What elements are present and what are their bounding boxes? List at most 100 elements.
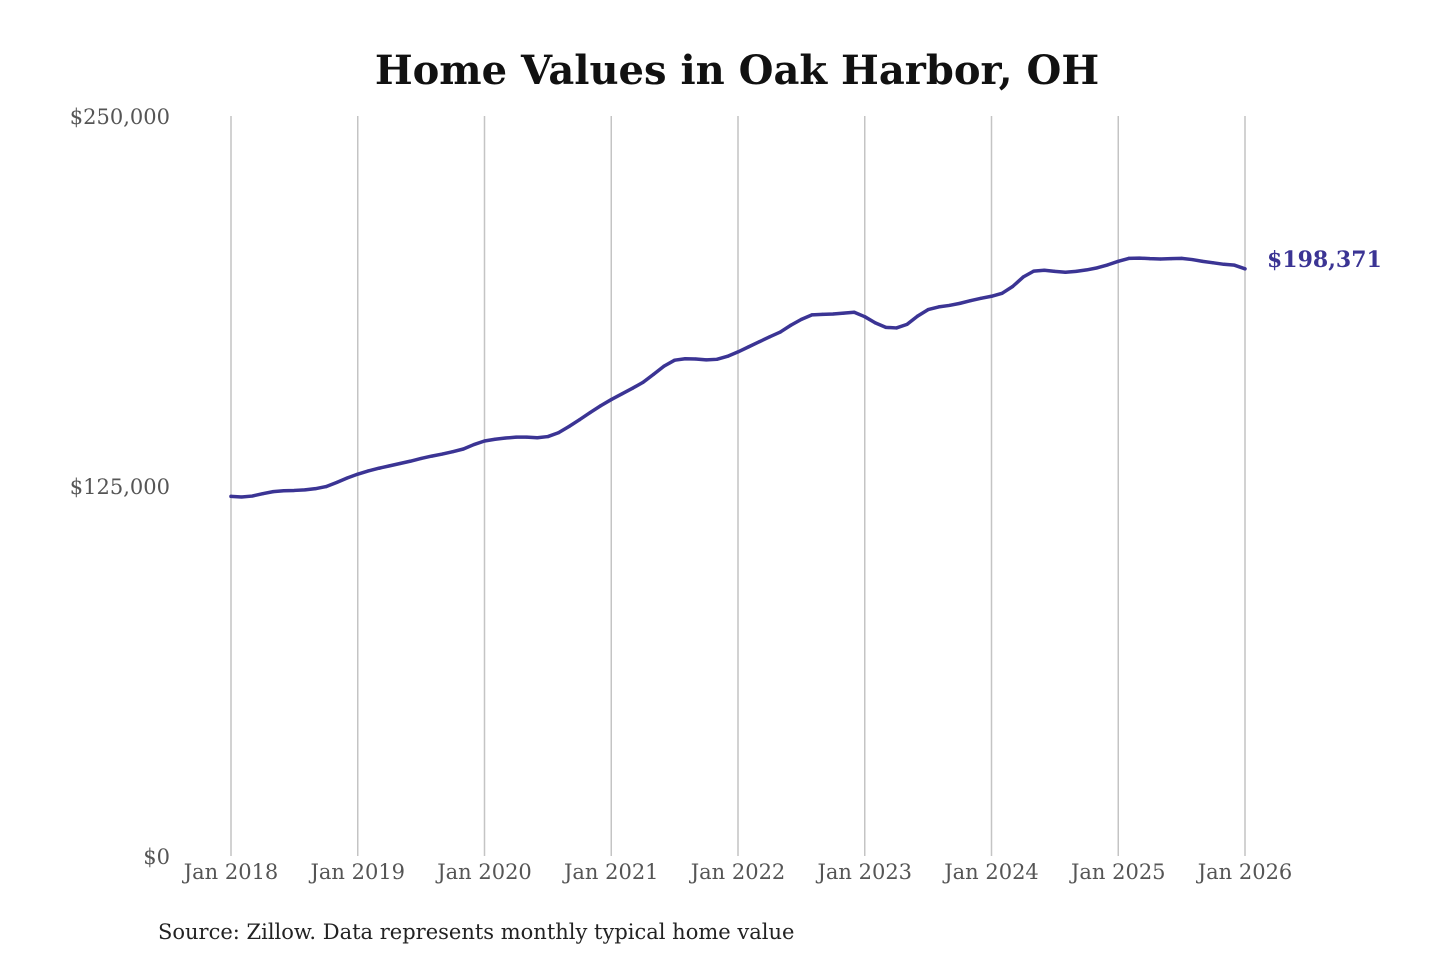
data-point bbox=[884, 325, 888, 329]
data-point bbox=[1063, 270, 1068, 274]
data-point bbox=[704, 358, 708, 362]
data-point bbox=[229, 494, 233, 498]
data-point bbox=[768, 335, 772, 339]
data-point bbox=[673, 358, 677, 362]
data-point bbox=[398, 461, 402, 466]
data-point bbox=[1158, 257, 1163, 261]
x-tick-label: Jan 2024 bbox=[942, 860, 1039, 884]
x-axis: Jan 2018 Jan 2019 Jan 2020 Jan 2021 Jan 2022… bbox=[182, 860, 1293, 884]
data-point bbox=[958, 301, 962, 305]
x-tick-label: Jan 2026 bbox=[1196, 860, 1293, 884]
data-point bbox=[1211, 261, 1215, 265]
x-tick-label: Jan 2025 bbox=[1069, 860, 1166, 884]
x-tick-label: Jan 2018 bbox=[182, 860, 279, 884]
data-point bbox=[1169, 257, 1173, 261]
x-tick-label: Jan 2021 bbox=[562, 860, 659, 884]
data-point bbox=[525, 435, 529, 439]
data-point bbox=[239, 495, 244, 499]
data-point bbox=[799, 317, 803, 321]
data-point bbox=[1190, 257, 1194, 262]
data-point bbox=[387, 464, 392, 468]
data-point bbox=[651, 372, 656, 377]
end-value-label: $198,371 bbox=[1267, 247, 1382, 273]
data-point bbox=[683, 357, 687, 361]
data-point bbox=[873, 321, 877, 325]
data-point bbox=[1127, 256, 1131, 260]
x-tick-label: Jan 2022 bbox=[689, 860, 786, 884]
chart-title: Home Values in Oak Harbor, OH bbox=[375, 47, 1099, 94]
data-point bbox=[250, 494, 254, 498]
data-point bbox=[514, 435, 518, 439]
data-point bbox=[261, 492, 265, 496]
data-point bbox=[282, 489, 286, 493]
data-point bbox=[546, 434, 550, 439]
data-point bbox=[366, 469, 370, 473]
data-point bbox=[831, 312, 835, 316]
data-point bbox=[757, 340, 761, 344]
data-point bbox=[968, 299, 972, 303]
data-point bbox=[556, 431, 561, 435]
data-point bbox=[662, 364, 666, 368]
data-point bbox=[419, 456, 423, 461]
data-point bbox=[894, 326, 899, 330]
data-point bbox=[1032, 269, 1036, 273]
data-point bbox=[482, 439, 487, 443]
data-point bbox=[588, 410, 592, 415]
data-point bbox=[1042, 268, 1046, 272]
data-point bbox=[905, 322, 909, 326]
data-point bbox=[493, 437, 497, 441]
data-point bbox=[852, 310, 856, 314]
data-point bbox=[292, 488, 296, 493]
data-point bbox=[979, 296, 983, 300]
data-point bbox=[820, 312, 825, 316]
y-tick-label: $0 bbox=[143, 845, 170, 869]
source-note: Source: Zillow. Data represents monthly … bbox=[158, 920, 794, 944]
data-point bbox=[989, 294, 994, 298]
data-point bbox=[715, 357, 719, 361]
y-tick-label: $125,000 bbox=[70, 475, 170, 499]
data-point bbox=[535, 436, 539, 440]
data-point bbox=[1180, 256, 1184, 260]
data-point bbox=[1106, 263, 1110, 267]
data-point bbox=[313, 487, 318, 491]
data-point bbox=[567, 424, 571, 429]
data-point bbox=[1053, 269, 1057, 273]
data-point bbox=[1021, 275, 1025, 279]
data-point bbox=[937, 305, 941, 309]
data-point bbox=[335, 480, 339, 485]
data-point bbox=[842, 311, 846, 315]
data-point bbox=[1084, 268, 1089, 272]
data-point bbox=[630, 386, 634, 390]
data-point bbox=[430, 454, 434, 458]
data-point bbox=[408, 459, 413, 463]
x-tick-label: Jan 2020 bbox=[435, 860, 532, 884]
data-point bbox=[1137, 256, 1141, 260]
data-point bbox=[810, 313, 814, 317]
data-point bbox=[694, 357, 698, 361]
data-point bbox=[324, 484, 328, 489]
x-tick-label: Jan 2019 bbox=[308, 860, 405, 884]
series-layer bbox=[229, 256, 1247, 499]
data-point bbox=[356, 472, 360, 476]
data-point bbox=[641, 380, 645, 384]
data-point bbox=[1201, 259, 1205, 263]
x-tick-label: Jan 2023 bbox=[815, 860, 912, 884]
gridlines bbox=[230, 116, 1246, 856]
data-point bbox=[451, 450, 455, 454]
data-point bbox=[863, 315, 867, 319]
data-point bbox=[609, 397, 613, 402]
data-point bbox=[577, 418, 582, 422]
data-point bbox=[303, 488, 307, 492]
data-point bbox=[778, 330, 782, 334]
data-point bbox=[1148, 257, 1152, 261]
data-point bbox=[1074, 269, 1078, 273]
data-point bbox=[746, 345, 751, 349]
data-point bbox=[599, 404, 603, 408]
data-point bbox=[620, 392, 624, 396]
data-point bbox=[472, 442, 476, 447]
data-point bbox=[1243, 267, 1247, 271]
data-point bbox=[440, 452, 444, 456]
y-axis: $250,000 $125,000 $0 bbox=[70, 105, 170, 869]
